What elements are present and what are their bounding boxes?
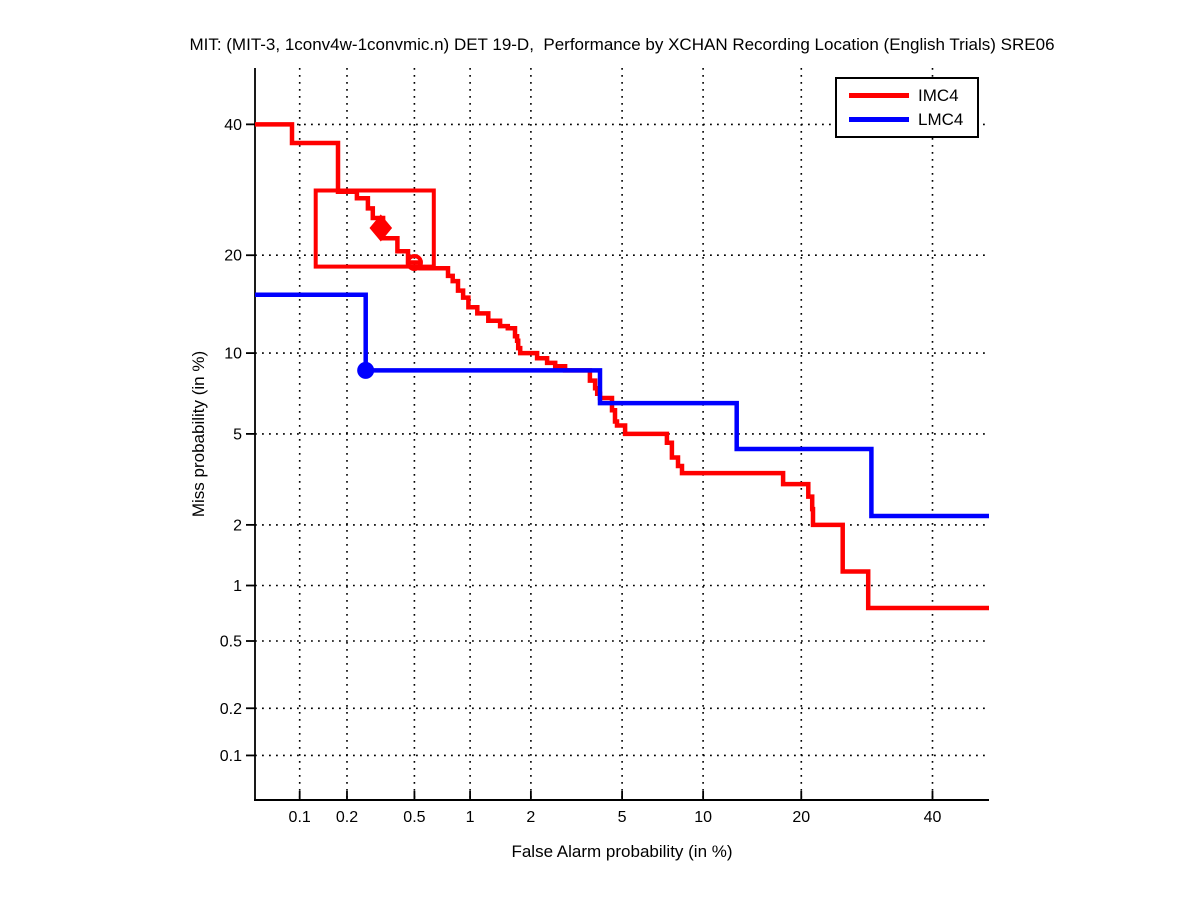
x-tick-label: 20 (792, 809, 810, 826)
marker-lmc4-circle (357, 361, 375, 379)
plot-title: MIT: (MIT-3, 1conv4w-1convmic.n) DET 19-… (189, 35, 1055, 54)
y-axis-label: Miss probability (in %) (189, 350, 208, 518)
y-tick-label: 1 (233, 578, 242, 595)
y-tick-label: 5 (233, 426, 242, 443)
x-tick-label: 1 (466, 809, 475, 826)
marker-imc4-diamond (369, 214, 393, 242)
legend-item-imc4: IMC4 (849, 87, 977, 104)
x-tick-label: 0.1 (289, 809, 311, 826)
y-tick-label: 0.5 (220, 634, 242, 651)
legend-line-swatch-lmc4 (849, 117, 909, 123)
x-tick-label: 0.2 (336, 809, 358, 826)
legend-line-swatch-imc4 (849, 92, 909, 98)
legend-label-lmc4: LMC4 (918, 110, 964, 130)
y-tick-label: 2 (233, 517, 242, 534)
x-axis-label: False Alarm probability (in %) (511, 842, 733, 861)
x-tick-label: 2 (526, 809, 535, 826)
x-tick-label: 0.5 (403, 809, 425, 826)
y-tick-label: 0.1 (220, 748, 242, 765)
y-tick-label: 20 (224, 248, 242, 265)
y-tick-label: 10 (224, 346, 242, 363)
series-lmc4-curve (255, 292, 989, 519)
legend-item-lmc4: LMC4 (849, 111, 977, 128)
legend: IMC4 LMC4 (835, 77, 979, 138)
series-imc4-curve (255, 122, 989, 611)
marker-imc4-circle (405, 253, 423, 271)
legend-label-imc4: IMC4 (918, 85, 959, 105)
x-tick-label: 40 (924, 809, 942, 826)
annotation-box (313, 188, 436, 269)
y-tick-label: 0.2 (220, 701, 242, 718)
x-tick-label: 10 (694, 809, 712, 826)
x-tick-label: 5 (618, 809, 627, 826)
y-tick-label: 40 (224, 117, 242, 134)
